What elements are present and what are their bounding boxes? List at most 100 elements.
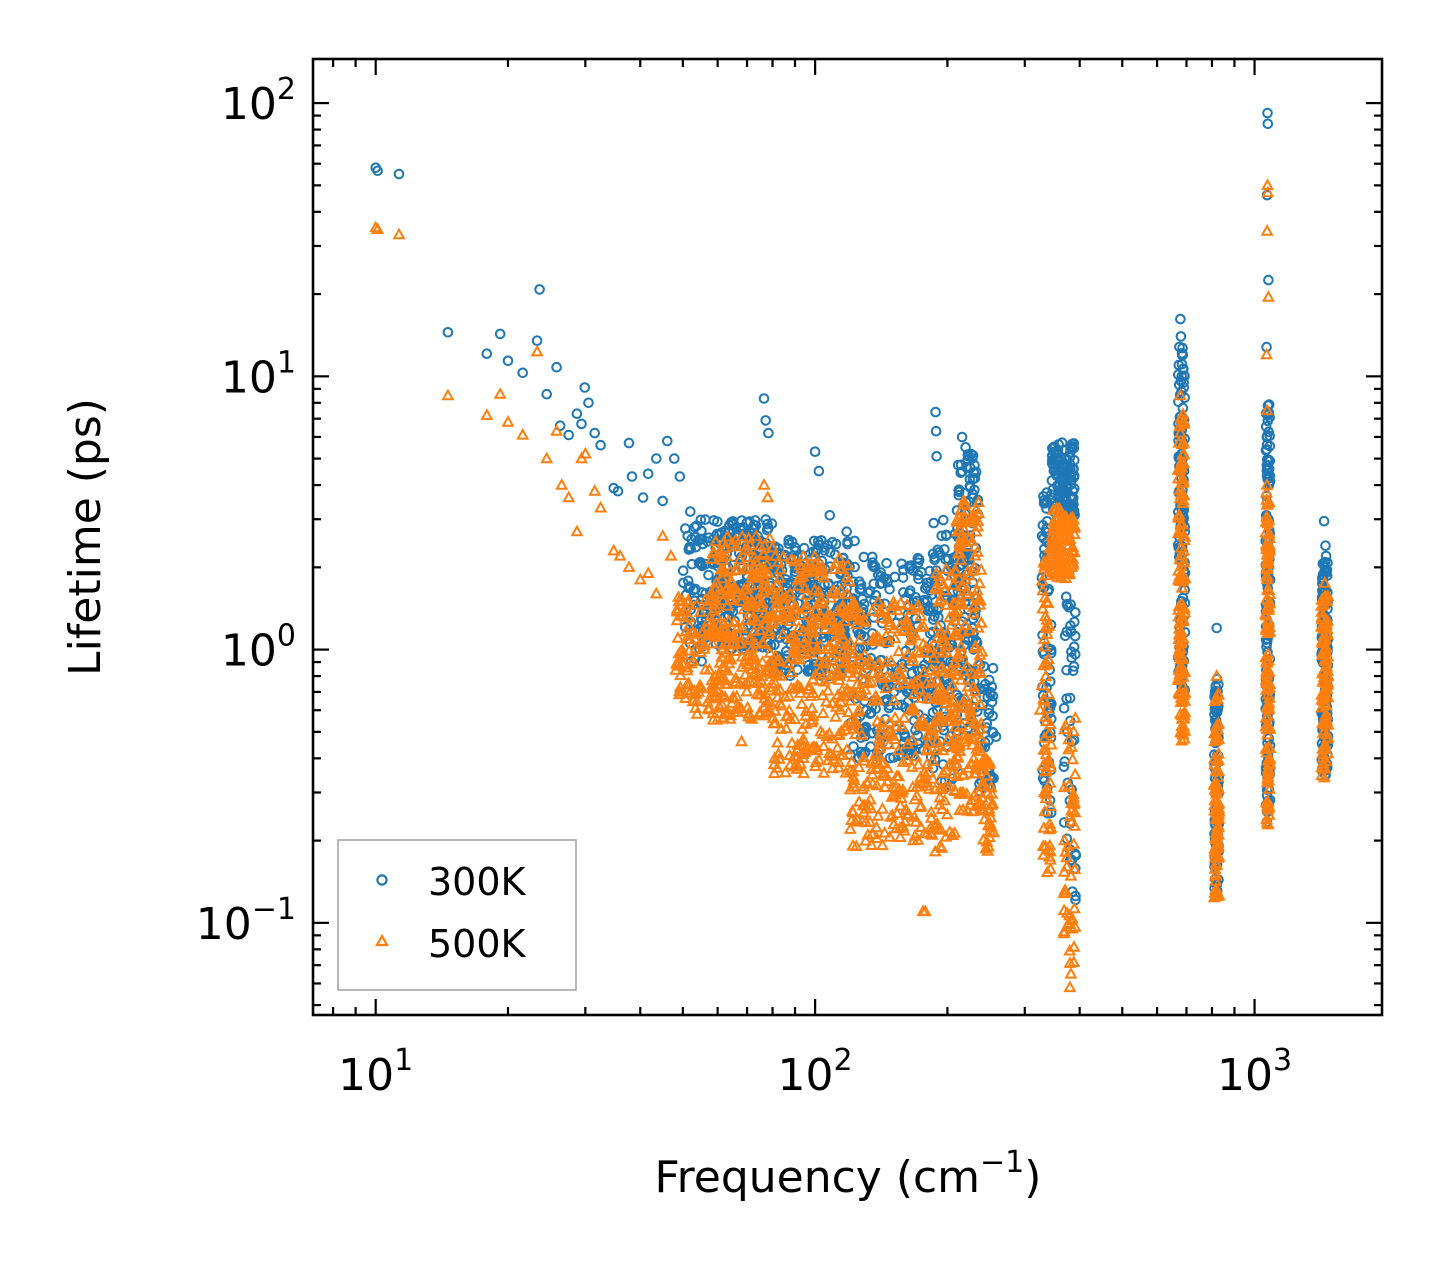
point-300K [987, 690, 999, 702]
point-500K [1261, 720, 1275, 732]
point-500K [1175, 726, 1189, 738]
point-500K [981, 839, 996, 852]
point-500K [722, 614, 736, 626]
point-500K [976, 832, 990, 845]
point-500K [694, 645, 708, 657]
point-500K [701, 701, 715, 714]
point-500K [889, 719, 903, 732]
point-500K [864, 675, 878, 687]
point-500K [819, 694, 833, 707]
point-500K [924, 827, 938, 839]
point-500K [713, 582, 728, 595]
point-500K [936, 766, 950, 778]
point-500K [1173, 419, 1187, 432]
point-500K [594, 500, 608, 513]
point-500K [932, 739, 946, 752]
point-300K [1058, 702, 1070, 714]
point-500K [753, 538, 767, 551]
point-500K [885, 790, 899, 802]
point-500K [1046, 520, 1060, 532]
point-500K [816, 596, 830, 609]
point-500K [862, 676, 876, 689]
point-300K [962, 547, 974, 559]
point-500K [786, 608, 800, 620]
point-500K [924, 805, 938, 817]
point-500K [953, 522, 967, 535]
point-500K [768, 648, 783, 661]
point-500K [686, 693, 701, 706]
point-500K [1042, 843, 1056, 855]
point-500K [897, 823, 911, 836]
point-500K [849, 657, 863, 669]
point-500K [1261, 662, 1275, 674]
point-500K [901, 737, 915, 749]
point-500K [934, 625, 948, 638]
point-500K [821, 642, 835, 654]
point-300K [903, 696, 914, 707]
point-500K [870, 714, 884, 727]
point-500K [908, 628, 922, 641]
point-300K [662, 435, 673, 447]
point-500K [751, 676, 765, 688]
point-300K [1319, 562, 1331, 573]
point-300K [1060, 492, 1072, 504]
point-500K [979, 768, 993, 781]
point-500K [796, 549, 810, 561]
point-500K [872, 656, 886, 668]
point-300K [685, 506, 696, 517]
point-500K [766, 607, 780, 619]
point-300K [904, 563, 916, 574]
point-500K [747, 624, 761, 636]
point-500K [516, 427, 530, 440]
point-300K [936, 530, 948, 542]
x-tick-label: 102 [778, 1043, 853, 1101]
point-300K [856, 583, 867, 594]
point-300K [1175, 313, 1186, 325]
point-500K [1051, 530, 1065, 543]
point-500K [840, 742, 854, 755]
point-300K [920, 583, 931, 594]
point-300K [1046, 492, 1058, 504]
point-500K [570, 524, 584, 537]
point-500K [725, 576, 739, 588]
point-500K [817, 766, 831, 778]
point-300K [1261, 459, 1273, 471]
point-500K [728, 644, 743, 656]
point-500K [740, 684, 754, 697]
point-500K [768, 676, 782, 689]
point-500K [480, 408, 494, 420]
point-500K [1177, 413, 1191, 426]
point-500K [930, 816, 944, 829]
point-300K [725, 517, 737, 528]
point-500K [917, 619, 931, 632]
point-300K [1210, 705, 1222, 717]
point-500K [883, 830, 897, 842]
point-500K [938, 793, 952, 806]
point-300K [986, 696, 998, 708]
point-500K [1175, 580, 1189, 593]
point-500K [920, 676, 934, 689]
point-300K [855, 579, 867, 590]
point-500K [1067, 901, 1081, 914]
point-300K [930, 406, 941, 418]
point-300K [1048, 441, 1060, 453]
point-300K [393, 168, 405, 180]
point-300K [1068, 641, 1080, 653]
point-500K [622, 560, 636, 572]
point-500K [872, 631, 886, 644]
point-500K [1262, 782, 1277, 794]
point-500K [747, 649, 761, 661]
point-300K [955, 467, 967, 479]
point-300K [987, 662, 999, 674]
point-500K [670, 613, 684, 626]
point-500K [967, 788, 981, 801]
point-500K [682, 618, 696, 631]
point-500K [934, 661, 948, 674]
point-500K [888, 710, 902, 723]
point-500K [931, 689, 945, 701]
x-tick-labels: 101 102 103 [338, 1043, 1292, 1101]
point-500K [718, 690, 732, 702]
point-500K [1046, 503, 1060, 515]
point-500K [706, 603, 720, 616]
point-500K [855, 728, 869, 740]
